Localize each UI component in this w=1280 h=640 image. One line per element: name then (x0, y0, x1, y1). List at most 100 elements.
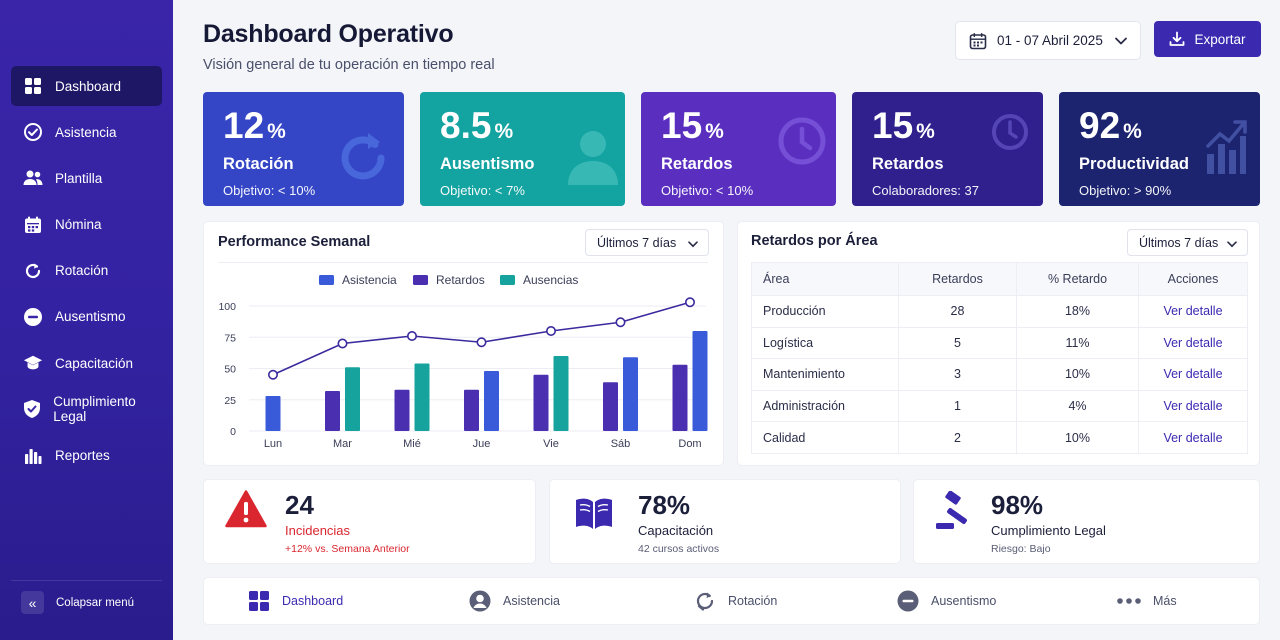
table-row: Mantenimiento 3 10% Ver detalle (751, 358, 1248, 391)
chevron-down-icon (688, 237, 698, 251)
more-dots-icon (1117, 590, 1141, 612)
bar-retardos (464, 389, 479, 431)
bar-retardos (533, 374, 549, 431)
bar-retardos (325, 391, 340, 431)
area-cell: Administración (751, 389, 899, 423)
grid-icon (248, 590, 270, 612)
kpi-value: 92% (1079, 105, 1142, 146)
refresh-icon (335, 128, 391, 191)
bar-retardos (394, 389, 410, 431)
kpi-value: 15% (661, 105, 724, 146)
pct-cell: 10% (1016, 358, 1139, 391)
gavel-icon (934, 490, 972, 536)
double-chevron-left-icon: « (21, 591, 44, 614)
line-point (407, 331, 418, 342)
legend-swatch (319, 275, 334, 285)
table-row: Calidad 2 10% Ver detalle (751, 421, 1248, 454)
user-circle-icon (469, 590, 491, 612)
stat-value: 78% (638, 490, 691, 520)
y-tick-label: 100 (218, 301, 236, 313)
stat-label: Capacitación (638, 523, 714, 538)
stat-value: 98% (991, 490, 1044, 520)
bottom-nav-ausentismo[interactable]: Ausentismo (897, 590, 996, 612)
clock-icon (777, 116, 827, 171)
performance-period-select[interactable]: Últimos 7 días (585, 229, 709, 256)
sidebar-item-capacitacion[interactable]: Capacitación (11, 343, 162, 383)
bar-retardos (672, 364, 688, 431)
sidebar-item-asistencia[interactable]: Asistencia (11, 112, 162, 152)
sidebar-item-label: Nómina (55, 217, 102, 233)
x-tick-label: Mar (333, 438, 352, 450)
area-cell: Producción (751, 295, 899, 328)
trend-chart-icon (1205, 120, 1247, 181)
area-cell: Logística (751, 326, 899, 360)
bar-chart-icon (23, 446, 43, 466)
x-tick-label: Sáb (611, 438, 631, 450)
legend-label: Asistencia (342, 273, 397, 287)
bar-asistencia (484, 371, 499, 431)
bottom-nav-asistencia[interactable]: Asistencia (469, 590, 560, 612)
export-button[interactable]: Exportar (1154, 21, 1261, 57)
stat-card-incidencias: 24 Incidencias +12% vs. Semana Anterior (203, 479, 536, 564)
sidebar-item-rotacion[interactable]: Rotación (11, 251, 162, 291)
sidebar-item-label: Dashboard (55, 78, 122, 94)
collapse-menu-label: Colapsar menú (56, 596, 134, 609)
sidebar-nav: Dashboard Asistencia Plantilla Nómina Ro… (11, 66, 162, 482)
sidebar: Dashboard Asistencia Plantilla Nómina Ro… (0, 0, 173, 640)
retardos-period-select[interactable]: Últimos 7 días (1127, 229, 1248, 256)
line-point (684, 297, 695, 308)
table-row: Administración 1 4% Ver detalle (751, 389, 1248, 423)
bar-retardos (603, 382, 618, 431)
ver-detalle-link[interactable]: Ver detalle (1138, 295, 1248, 328)
sidebar-item-plantilla[interactable]: Plantilla (11, 158, 162, 198)
user-icon (566, 128, 620, 191)
line-point (615, 317, 626, 328)
check-circle-icon (23, 122, 43, 142)
sidebar-item-label: Cumplimiento Legal (53, 394, 136, 425)
legend-swatch (500, 275, 515, 285)
ver-detalle-link[interactable]: Ver detalle (1138, 389, 1248, 423)
sidebar-item-ausentismo[interactable]: Ausentismo (11, 297, 162, 337)
collapse-menu-button[interactable]: « Colapsar menú (21, 591, 134, 614)
bar-ausencias (345, 367, 360, 431)
page-subtitle: Visión general de tu operación en tiempo… (203, 57, 495, 73)
bar-asistencia (623, 357, 638, 431)
retardos-cell: 5 (898, 326, 1017, 360)
ver-detalle-link[interactable]: Ver detalle (1138, 421, 1248, 454)
stat-label: Incidencias (285, 523, 351, 538)
x-tick-label: Lun (264, 438, 282, 450)
performance-title: Performance Semanal (218, 234, 371, 250)
kpi-card-rotacion: 12% Rotación Objetivo: < 10% (203, 92, 404, 206)
ver-detalle-link[interactable]: Ver detalle (1138, 358, 1248, 391)
export-label: Exportar (1194, 31, 1246, 47)
warning-icon (225, 490, 267, 533)
bottom-nav-dashboard[interactable]: Dashboard (248, 590, 343, 612)
book-icon (574, 496, 614, 535)
kpi-subtext: Objetivo: < 10% (661, 183, 754, 198)
sidebar-item-cumplimiento-legal[interactable]: Cumplimiento Legal (11, 389, 162, 429)
clock-icon (990, 112, 1030, 157)
sidebar-item-label: Ausentismo (55, 309, 126, 325)
pct-cell: 11% (1016, 326, 1139, 360)
bottom-nav-rotacion[interactable]: Rotación (694, 590, 777, 612)
y-tick-label: 0 (230, 426, 236, 438)
sidebar-item-label: Reportes (55, 448, 110, 463)
page-title: Dashboard Operativo (203, 20, 454, 48)
kpi-value: 15% (872, 105, 935, 146)
sidebar-item-nomina[interactable]: Nómina (11, 205, 162, 245)
bottom-nav-mas[interactable]: Más (1117, 590, 1177, 612)
legend-label: Retardos (436, 273, 485, 287)
date-range-value: 01 - 07 Abril 2025 (997, 33, 1103, 48)
date-range-picker[interactable]: 01 - 07 Abril 2025 (955, 21, 1141, 60)
kpi-value: 8.5% (440, 105, 514, 146)
line-point (476, 337, 487, 348)
legend-label: Ausencias (523, 273, 578, 287)
column-header: % Retardo (1016, 262, 1139, 296)
sidebar-item-reportes[interactable]: Reportes (11, 436, 162, 476)
minus-circle-icon (23, 307, 43, 327)
ver-detalle-link[interactable]: Ver detalle (1138, 326, 1248, 360)
stat-value: 24 (285, 490, 314, 520)
sidebar-item-dashboard[interactable]: Dashboard (11, 66, 162, 106)
performance-period-value: Últimos 7 días (597, 235, 677, 250)
bottom-nav-label: Más (1153, 594, 1177, 608)
